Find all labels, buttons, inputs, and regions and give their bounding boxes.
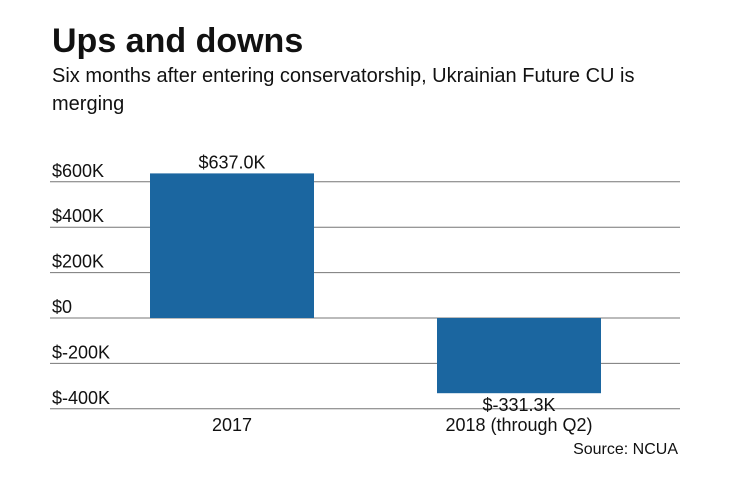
- chart-title: Ups and downs: [52, 22, 304, 60]
- bar: [150, 173, 314, 318]
- data-label: $-331.3K: [482, 395, 555, 415]
- bar: [437, 318, 601, 394]
- chart-subtitle: Six months after entering conservatorshi…: [52, 65, 635, 115]
- y-tick-label: $400K: [52, 206, 104, 226]
- y-tick-label: $0: [52, 297, 72, 317]
- y-tick-label: $-200K: [52, 342, 110, 362]
- x-tick-label: 2018 (through Q2): [445, 415, 592, 435]
- y-tick-label: $200K: [52, 252, 104, 272]
- data-label: $637.0K: [198, 152, 265, 172]
- source-note: Source: NCUA: [573, 441, 678, 458]
- x-tick-label: 2017: [212, 415, 252, 435]
- y-tick-label: $600K: [52, 161, 104, 181]
- y-tick-label: $-400K: [52, 388, 110, 408]
